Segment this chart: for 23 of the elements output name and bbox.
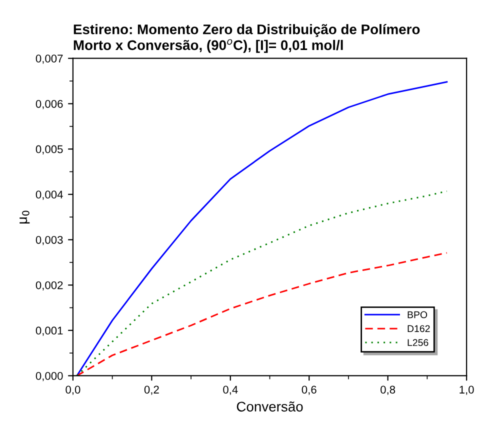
y-tick-label: 0,000 — [36, 372, 63, 382]
y-tick-label: 0,001 — [36, 326, 63, 336]
legend-label: L256 — [408, 339, 428, 346]
y-tick-label: 0,003 — [36, 236, 63, 246]
x-tick-label: 0,6 — [302, 386, 316, 395]
x-tick-label: 0,2 — [144, 386, 159, 395]
chart-title: Estireno: Momento Zero da Distribuição de Polímero Morto x Conversão, (90$^{o}$C), [I]= 0,01 mol/l — [74, 24, 420, 53]
legend-label: BPO — [408, 311, 428, 318]
x-axis-title: Conversão — [236, 401, 303, 412]
y-tick-label: 0,005 — [36, 145, 63, 154]
y-tick-label: 0,006 — [36, 100, 63, 110]
line-series — [76, 252, 448, 376]
x-tick-label: 0,4 — [223, 386, 238, 395]
y-tick-label: 0,004 — [36, 190, 63, 200]
y-tick-label: 0,007 — [36, 54, 63, 64]
line-series — [76, 81, 448, 376]
y-tick-label: 0,002 — [36, 281, 63, 291]
x-tick-label: 0,8 — [380, 386, 396, 395]
x-tick-label: 1,0 — [460, 386, 474, 395]
y-axis-title: μ$_{0}$ — [20, 210, 30, 224]
legend-label: D162 — [408, 325, 430, 332]
line-series — [76, 190, 448, 376]
x-tick-label: 0,0 — [66, 386, 80, 395]
